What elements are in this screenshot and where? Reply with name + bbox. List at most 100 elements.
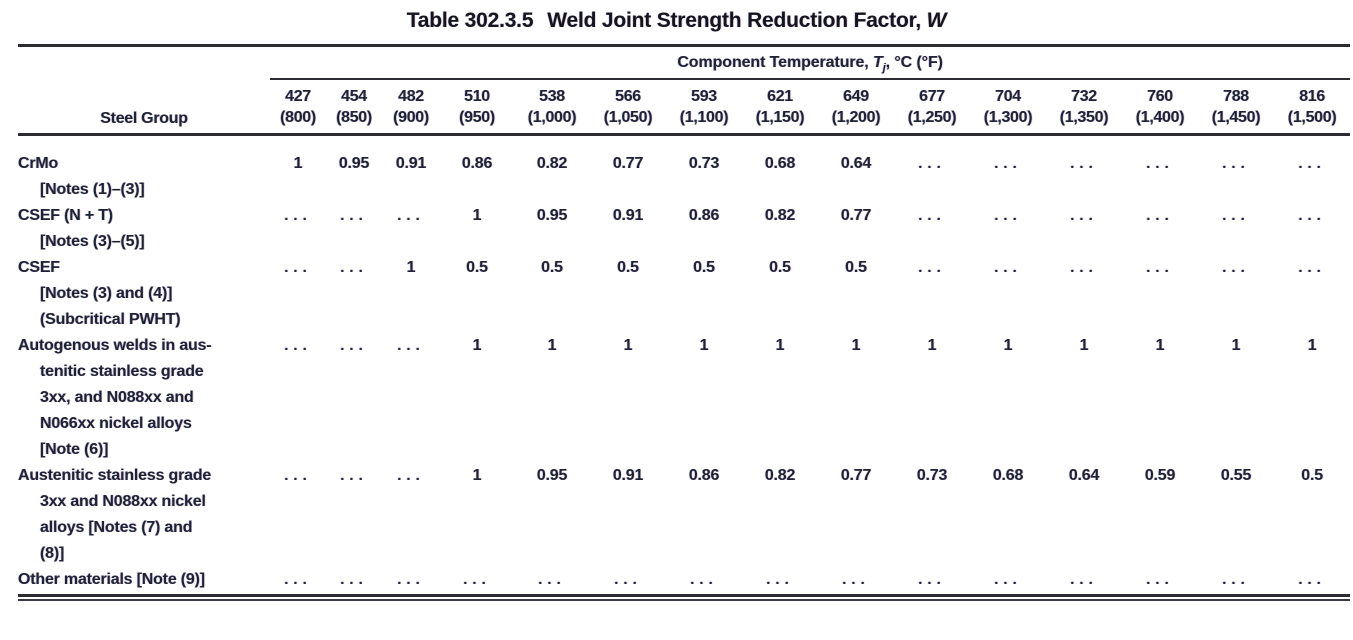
empty-value-cell: ... (463, 571, 491, 589)
temp-column-header: 760 (1,400) (1122, 79, 1198, 137)
label-line: Autogenous welds in aus- (18, 337, 212, 355)
temp-celsius: 621 (767, 88, 793, 106)
factor-value-cell: 1 (775, 337, 785, 355)
factor-value-cell: 0.73 (688, 155, 720, 173)
factor-value-cell: 0.86 (461, 155, 493, 173)
temp-column-header: 649 (1,200) (818, 79, 894, 137)
factor-value-cell: 0.5 (1301, 467, 1323, 485)
empty-value-cell: ... (397, 571, 425, 589)
temp-celsius: 677 (919, 88, 945, 106)
empty-value-cell: ... (614, 571, 642, 589)
label-line: 3xx and N088xx nickel (40, 493, 206, 511)
label-line: CrMo (18, 155, 59, 173)
empty-value-cell: ... (1070, 259, 1098, 277)
factor-value-cell: 0.68 (764, 155, 796, 173)
temp-celsius: 788 (1223, 88, 1249, 106)
factor-value-cell: 1 (1003, 337, 1013, 355)
temp-fahrenheit: (900) (393, 109, 429, 127)
factor-value-cell: 0.77 (840, 467, 872, 485)
temp-column-header: 788 (1,450) (1198, 79, 1274, 137)
table-row: Autogenous welds in aus-tenitic stainles… (18, 333, 1350, 463)
temp-column-header: 482 (900) (382, 79, 440, 137)
empty-value-cell: ... (994, 155, 1022, 173)
factor-value-cell: 1 (472, 467, 482, 485)
empty-value-cell: ... (1298, 207, 1326, 225)
label-line: Other materials [Note (9)] (18, 571, 205, 589)
factor-value-cell: 1 (623, 337, 633, 355)
factor-value-cell: 0.5 (845, 259, 867, 277)
factor-value-cell: 1 (472, 337, 482, 355)
table-row: Other materials [Note (9)]..............… (18, 567, 1350, 593)
temp-fahrenheit: (1,200) (831, 109, 881, 127)
temp-fahrenheit: (1,400) (1135, 109, 1185, 127)
factor-value-cell: 1 (406, 259, 416, 277)
empty-value-cell: ... (284, 337, 312, 355)
empty-value-cell: ... (397, 467, 425, 485)
temp-celsius: 510 (464, 88, 490, 106)
temp-celsius: 482 (398, 88, 424, 106)
factor-value-cell: 0.5 (541, 259, 563, 277)
factor-value-cell: 0.95 (338, 155, 370, 173)
steel-group-label: Other materials [Note (9)] (18, 567, 270, 593)
table-title-symbol: W (926, 9, 947, 32)
empty-value-cell: ... (766, 571, 794, 589)
factor-value-cell: 1 (1155, 337, 1165, 355)
spanner-units: , °C (°F) (885, 54, 943, 71)
factor-value-cell: 0.82 (764, 207, 796, 225)
temp-celsius: 538 (539, 88, 565, 106)
empty-value-cell: ... (1146, 571, 1174, 589)
temp-column-header: 732 (1,350) (1046, 79, 1122, 137)
factor-value-cell: 1 (472, 207, 482, 225)
factor-value-cell: 1 (293, 155, 303, 173)
factor-value-cell: 0.64 (1068, 467, 1100, 485)
temp-fahrenheit: (1,000) (527, 109, 577, 127)
steel-group-label: CrMo [Notes (1)–(3)] (18, 135, 270, 204)
factor-value-cell: 0.5 (769, 259, 791, 277)
empty-value-cell: ... (284, 571, 312, 589)
spanner-spacer (18, 47, 270, 79)
temp-fahrenheit: (850) (336, 109, 372, 127)
temp-celsius: 649 (843, 88, 869, 106)
factor-value-cell: 0.77 (840, 207, 872, 225)
temp-column-header: 704 (1,300) (970, 79, 1046, 137)
temperature-symbol: T (873, 54, 883, 71)
temp-celsius: 566 (615, 88, 641, 106)
label-line: [Notes (3) and (4)] (40, 285, 173, 303)
empty-value-cell: ... (1070, 571, 1098, 589)
spanner-label: Component Temperature, (677, 54, 873, 71)
factor-value-cell: 0.82 (764, 467, 796, 485)
steel-group-label: Austenitic stainless grade 3xx and N088xx… (18, 463, 270, 567)
empty-value-cell: ... (340, 207, 368, 225)
empty-value-cell: ... (284, 467, 312, 485)
empty-value-cell: ... (918, 259, 946, 277)
label-line: Austenitic stainless grade (18, 467, 212, 485)
temp-fahrenheit: (950) (459, 109, 495, 127)
table-title: Table 302.3.5 Weld Joint Strength Reducti… (0, 0, 1353, 35)
factor-value-cell: 1 (1307, 337, 1317, 355)
label-line: alloys [Notes (7) and (40, 519, 193, 537)
top-rule (18, 44, 1350, 47)
label-line: N066xx nickel alloys (40, 415, 192, 433)
temp-column-header: 566 (1,050) (590, 79, 666, 137)
component-temperature-header: Component Temperature, Tj, °C (°F) (270, 47, 1351, 81)
empty-value-cell: ... (994, 207, 1022, 225)
factor-value-cell: 0.82 (536, 155, 568, 173)
bottom-rule (18, 594, 1350, 602)
factor-value-cell: 0.5 (693, 259, 715, 277)
table-title-text: Weld Joint Strength Reduction Factor, (547, 9, 927, 32)
table-row: CrMo [Notes (1)–(3)] 1 0.95 0.91 0.86 0.82 0.77… (18, 135, 1350, 204)
factor-value-cell: 0.68 (992, 467, 1024, 485)
empty-value-cell: ... (1070, 155, 1098, 173)
factor-value-cell: 0.5 (617, 259, 639, 277)
factor-value-cell: 0.91 (395, 155, 427, 173)
empty-value-cell: ... (994, 571, 1022, 589)
temp-fahrenheit: (1,450) (1211, 109, 1261, 127)
label-line: 3xx, and N088xx and (40, 389, 194, 407)
temp-celsius: 732 (1071, 88, 1097, 106)
temperature-subscript: j (882, 62, 886, 75)
factor-value-cell: 0.86 (688, 207, 720, 225)
empty-value-cell: ... (1222, 571, 1250, 589)
table-wrap: Component Temperature, Tj, °C (°F) Steel… (18, 44, 1351, 602)
column-header-row: Steel Group 427 (800) 454 (850) 482 (900) 510 (… (18, 79, 1351, 137)
